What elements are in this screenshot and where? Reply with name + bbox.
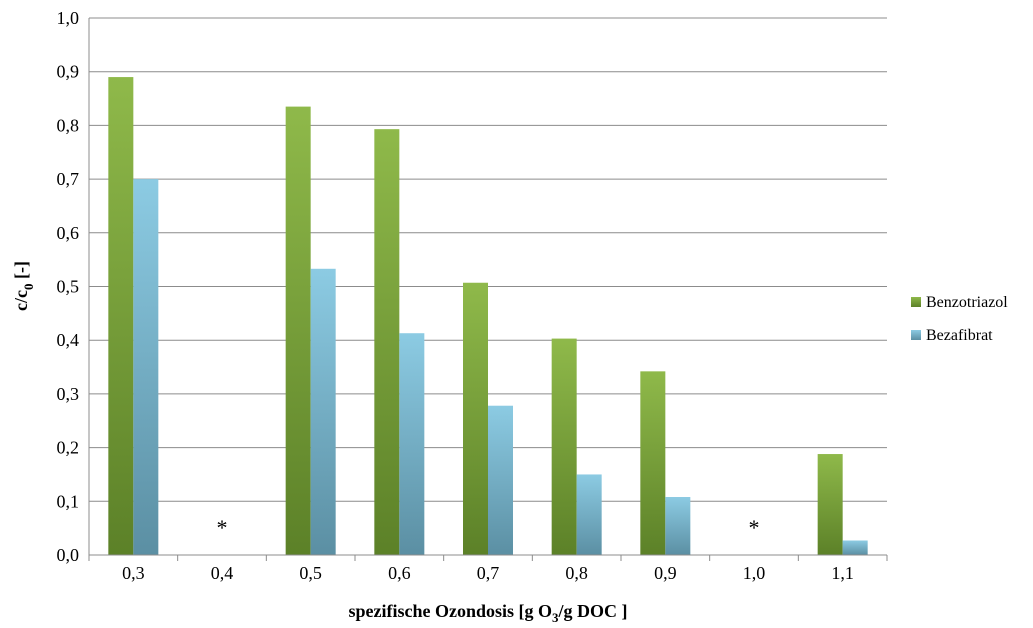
x-axis-title-suffix: /g DOC ] [558,601,628,621]
legend-label-bezafibrat: Bezafibrat [926,327,993,344]
y-tick-label: 0,2 [57,438,80,458]
y-axis-title-main: c/c [11,290,31,311]
bar-bezafibrat [310,268,336,555]
bar-bezafibrat [133,179,159,555]
x-tick-labels: 0,3 0,4 0,5 0,6 0,7 0,8 0,9 1,0 1,1 [122,563,854,583]
bar-benzotriazol [463,282,488,555]
x-tick-label: 0,7 [477,563,500,583]
x-tick-label: 1,1 [831,563,854,583]
y-tick-label: 0,8 [57,115,80,135]
y-tick-label: 0,7 [57,169,80,189]
legend-swatch-benzotriazol [911,297,921,307]
bar-benzotriazol [374,129,400,555]
bar-benzotriazol [551,338,577,555]
bar-bezafibrat [399,333,425,555]
bar-bezafibrat [842,540,868,555]
bar-benzotriazol [285,106,311,555]
missing-data-marker: * [749,515,760,540]
y-tick-label: 0,6 [57,223,80,243]
x-tick-label: 0,4 [211,563,234,583]
bars [108,77,868,555]
bar-bezafibrat [576,474,602,555]
bar-bezafibrat [665,497,691,555]
x-tick-label: 0,6 [388,563,411,583]
y-tick-label: 1,0 [57,8,80,28]
y-tick-label: 0,0 [57,545,80,565]
bar-bezafibrat [488,405,513,555]
y-tick-label: 0,9 [57,62,80,82]
legend-label-benzotriazol: Benzotriazol [926,294,1008,311]
x-axis-title-prefix: spezifische Ozondosis [g O [348,601,552,621]
x-axis-title: spezifische Ozondosis [g O3/g DOC ] [348,601,627,625]
y-tick-label: 0,5 [57,277,80,297]
missing-data-marker: * [217,515,228,540]
legend: Benzotriazol Bezafibrat [911,294,1008,344]
y-tick-labels: 0,0 0,1 0,2 0,3 0,4 0,5 0,6 0,7 0,8 0,9 1,0 [57,8,80,565]
missing-markers: * * [217,515,760,540]
y-axis-title: c/c0 [-] [11,261,36,311]
legend-swatch-bezafibrat [911,330,921,340]
bar-benzotriazol [640,371,666,555]
x-axis-title-subscript: 3 [552,610,559,625]
x-tick-label: 0,5 [299,563,322,583]
y-axis-title-suffix: [-] [11,261,31,283]
axes [88,18,888,561]
y-tick-label: 0,3 [57,384,80,404]
x-tick-label: 0,9 [654,563,677,583]
y-tick-label: 0,4 [57,330,80,350]
bar-benzotriazol [817,454,843,555]
x-tick-label: 0,3 [122,563,145,583]
x-tick-label: 0,8 [565,563,588,583]
x-tick-label: 1,0 [743,563,766,583]
y-tick-label: 0,1 [57,491,80,511]
bar-benzotriazol [108,77,134,555]
y-axis-title-subscript: 0 [21,284,36,291]
